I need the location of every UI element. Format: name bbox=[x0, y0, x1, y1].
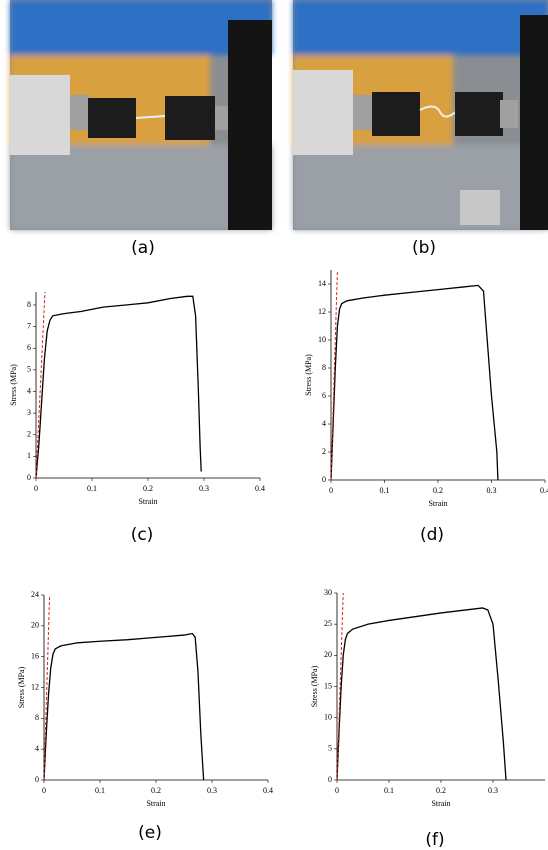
y-tick-label: 4 bbox=[35, 744, 39, 753]
y-tick-label: 0 bbox=[35, 775, 39, 784]
y-tick-label: 6 bbox=[27, 343, 31, 352]
y-tick-label: 8 bbox=[35, 713, 39, 722]
x-tick-label: 0.2 bbox=[151, 786, 161, 795]
caption: (e) bbox=[138, 823, 162, 843]
y-tick-label: 14 bbox=[318, 279, 326, 288]
x-tick-label: 0 bbox=[34, 484, 38, 493]
x-tick-label: 0.4 bbox=[540, 486, 548, 495]
y-tick-label: 12 bbox=[31, 682, 39, 691]
x-tick-label: 0.1 bbox=[87, 484, 97, 493]
y-tick-label: 0 bbox=[27, 473, 31, 482]
x-tick-label: 0 bbox=[42, 786, 46, 795]
series-line bbox=[336, 592, 344, 781]
y-tick-label: 5 bbox=[27, 365, 31, 374]
y-tick-label: 10 bbox=[324, 712, 332, 721]
x-tick-label: 0.3 bbox=[199, 484, 209, 493]
y-tick-label: 24 bbox=[31, 590, 39, 599]
photo-b bbox=[293, 0, 548, 230]
x-tick-label: 0.4 bbox=[255, 484, 265, 493]
series-line bbox=[43, 632, 205, 781]
photo-a bbox=[10, 0, 272, 230]
y-tick-label: 12 bbox=[318, 307, 326, 316]
x-tick-label: 0.3 bbox=[488, 786, 498, 795]
y-axis-label: Stress (MPa) bbox=[310, 665, 319, 707]
x-tick-label: 0.1 bbox=[384, 786, 394, 795]
x-tick-label: 0.2 bbox=[436, 786, 446, 795]
x-tick-label: 0.3 bbox=[487, 486, 497, 495]
y-axis-label: Stress (MPa) bbox=[17, 666, 26, 708]
y-axis-label: Stress (MPa) bbox=[9, 364, 18, 406]
y-tick-label: 4 bbox=[322, 419, 326, 428]
y-tick-label: 0 bbox=[322, 475, 326, 484]
y-tick-label: 20 bbox=[324, 650, 332, 659]
y-tick-label: 0 bbox=[328, 775, 332, 784]
y-tick-label: 10 bbox=[318, 335, 326, 344]
caption: (c) bbox=[131, 525, 154, 545]
series-line bbox=[330, 284, 499, 481]
x-axis-label: Strain bbox=[431, 799, 450, 808]
y-tick-label: 6 bbox=[322, 391, 326, 400]
y-tick-label: 2 bbox=[27, 430, 31, 439]
x-tick-label: 0 bbox=[335, 786, 339, 795]
x-axis-label: Strain bbox=[138, 497, 157, 506]
y-tick-label: 25 bbox=[324, 619, 332, 628]
y-tick-label: 2 bbox=[322, 447, 326, 456]
series-line bbox=[35, 291, 46, 479]
series-line bbox=[35, 295, 202, 479]
caption: (d) bbox=[420, 525, 444, 545]
x-tick-label: 0.4 bbox=[263, 786, 273, 795]
caption: (f) bbox=[425, 830, 444, 850]
y-tick-label: 5 bbox=[328, 744, 332, 753]
y-tick-label: 4 bbox=[27, 386, 31, 395]
y-axis-label: Stress (MPa) bbox=[304, 354, 313, 396]
caption: (a) bbox=[131, 238, 155, 258]
series-line bbox=[336, 607, 507, 781]
x-tick-label: 0.1 bbox=[380, 486, 390, 495]
x-tick-label: 0.3 bbox=[207, 786, 217, 795]
caption: (b) bbox=[412, 238, 436, 258]
y-tick-label: 16 bbox=[31, 651, 39, 660]
y-tick-label: 8 bbox=[322, 363, 326, 372]
x-tick-label: 0.2 bbox=[143, 484, 153, 493]
y-tick-label: 20 bbox=[31, 621, 39, 630]
y-tick-label: 7 bbox=[27, 321, 31, 330]
y-tick-label: 3 bbox=[27, 408, 31, 417]
x-axis-label: Strain bbox=[428, 499, 447, 508]
y-tick-label: 30 bbox=[324, 588, 332, 597]
y-tick-label: 1 bbox=[27, 451, 31, 460]
series-line bbox=[43, 594, 51, 781]
y-tick-label: 8 bbox=[27, 300, 31, 309]
series-line bbox=[330, 269, 338, 481]
y-tick-label: 15 bbox=[324, 681, 332, 690]
x-axis-label: Strain bbox=[146, 799, 165, 808]
x-tick-label: 0.2 bbox=[433, 486, 443, 495]
x-tick-label: 0 bbox=[329, 486, 333, 495]
x-tick-label: 0.1 bbox=[95, 786, 105, 795]
